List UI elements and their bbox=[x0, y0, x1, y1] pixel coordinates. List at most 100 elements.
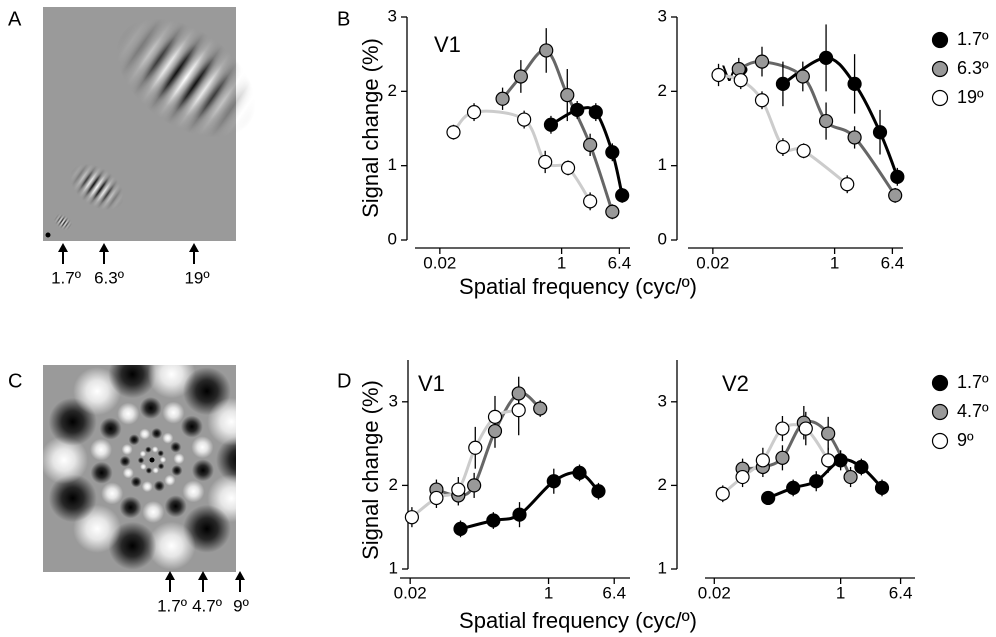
data-point bbox=[754, 93, 770, 108]
eccentricity-label: 19º bbox=[184, 268, 209, 287]
data-point bbox=[467, 478, 482, 493]
blob bbox=[119, 496, 142, 519]
blob bbox=[170, 441, 182, 453]
legend-marker bbox=[931, 31, 949, 49]
legend-label: 9º bbox=[957, 430, 974, 450]
data-point bbox=[468, 440, 483, 455]
y-tick-label: 1 bbox=[389, 558, 398, 577]
blob bbox=[207, 397, 236, 446]
y-axis-label: Signal change (%) bbox=[358, 380, 383, 560]
blob bbox=[142, 500, 165, 523]
legend-marker bbox=[931, 403, 949, 421]
data-point bbox=[818, 50, 834, 65]
data-point bbox=[775, 450, 790, 465]
data-point bbox=[711, 67, 726, 83]
blob bbox=[130, 476, 142, 488]
blob bbox=[159, 456, 167, 463]
legend-marker bbox=[931, 374, 949, 392]
x-axis-label: Spatial frequency (cyc/º) bbox=[459, 274, 697, 299]
data-point bbox=[539, 43, 554, 58]
gabor-stimulus bbox=[43, 0, 278, 241]
data-point bbox=[446, 125, 461, 140]
data-point bbox=[775, 421, 790, 436]
blob bbox=[48, 474, 97, 523]
data-point bbox=[533, 401, 548, 416]
chart-title: V2 bbox=[722, 371, 749, 396]
fit-curve bbox=[410, 408, 520, 519]
data-point bbox=[591, 484, 606, 499]
data-point bbox=[546, 474, 561, 489]
blob bbox=[162, 401, 185, 424]
data-point bbox=[615, 188, 630, 203]
data-point bbox=[588, 105, 603, 120]
blob bbox=[119, 455, 131, 467]
x-tick-label: 0.02 bbox=[394, 583, 427, 602]
blob bbox=[145, 446, 152, 453]
blob bbox=[147, 521, 196, 570]
blob bbox=[180, 415, 203, 438]
eccentricity-label: 1.7º bbox=[157, 596, 187, 615]
data-point bbox=[796, 143, 811, 158]
data-point bbox=[735, 469, 750, 485]
blob bbox=[145, 467, 153, 474]
y-tick-label: 2 bbox=[388, 81, 397, 100]
blob bbox=[117, 402, 140, 425]
data-point bbox=[560, 160, 576, 175]
data-point bbox=[775, 139, 791, 155]
y-tick-label: 2 bbox=[658, 475, 667, 494]
eccentricity-label: 6.3º bbox=[94, 268, 124, 287]
data-point bbox=[486, 513, 501, 528]
y-tick-label: 1 bbox=[658, 558, 667, 577]
blob bbox=[151, 446, 159, 453]
blob bbox=[157, 450, 164, 457]
fit-curve bbox=[460, 470, 600, 531]
data-point bbox=[854, 459, 869, 475]
x-tick-label: 0.02 bbox=[423, 253, 456, 272]
data-point bbox=[605, 204, 620, 219]
fixation-dot bbox=[149, 457, 155, 463]
blob bbox=[216, 436, 236, 484]
blob bbox=[101, 482, 124, 505]
blob bbox=[128, 434, 140, 446]
data-point bbox=[572, 465, 587, 480]
y-tick-label: 0 bbox=[658, 229, 667, 248]
data-point bbox=[487, 423, 503, 439]
blob bbox=[182, 480, 205, 503]
data-point bbox=[429, 490, 444, 506]
data-point bbox=[487, 409, 503, 424]
blob bbox=[164, 474, 176, 486]
panel-letter: A bbox=[8, 8, 22, 30]
y-tick-label: 1 bbox=[388, 155, 397, 174]
blob bbox=[139, 450, 147, 457]
data-point bbox=[798, 421, 813, 436]
y-tick-label: 1 bbox=[658, 155, 667, 174]
data-point bbox=[874, 480, 890, 496]
blob bbox=[157, 463, 165, 470]
data-point bbox=[570, 102, 585, 118]
legend-marker bbox=[931, 89, 949, 107]
blob bbox=[173, 453, 185, 465]
x-tick-label: 1 bbox=[836, 583, 845, 602]
y-axis-label: Signal change (%) bbox=[358, 38, 383, 218]
data-point bbox=[404, 510, 420, 525]
y-tick-label: 2 bbox=[658, 81, 667, 100]
blob bbox=[90, 438, 113, 461]
x-tick-label: 1 bbox=[544, 583, 553, 602]
data-point bbox=[833, 453, 848, 468]
data-point bbox=[809, 474, 824, 489]
gabor bbox=[61, 154, 133, 220]
blob bbox=[108, 365, 157, 399]
eccentricity-label: 4.7º bbox=[192, 596, 222, 615]
data-point bbox=[818, 113, 834, 129]
data-point bbox=[754, 54, 770, 69]
data-point bbox=[466, 105, 482, 120]
legend-marker bbox=[931, 432, 949, 450]
blob bbox=[151, 427, 163, 439]
y-tick-label: 2 bbox=[389, 475, 398, 494]
y-tick-label: 0 bbox=[388, 229, 397, 248]
x-tick-label: 0.02 bbox=[698, 583, 731, 602]
blob bbox=[122, 467, 134, 479]
data-point bbox=[890, 169, 905, 184]
legend-label: 4.7º bbox=[957, 401, 989, 421]
data-point bbox=[872, 125, 888, 140]
